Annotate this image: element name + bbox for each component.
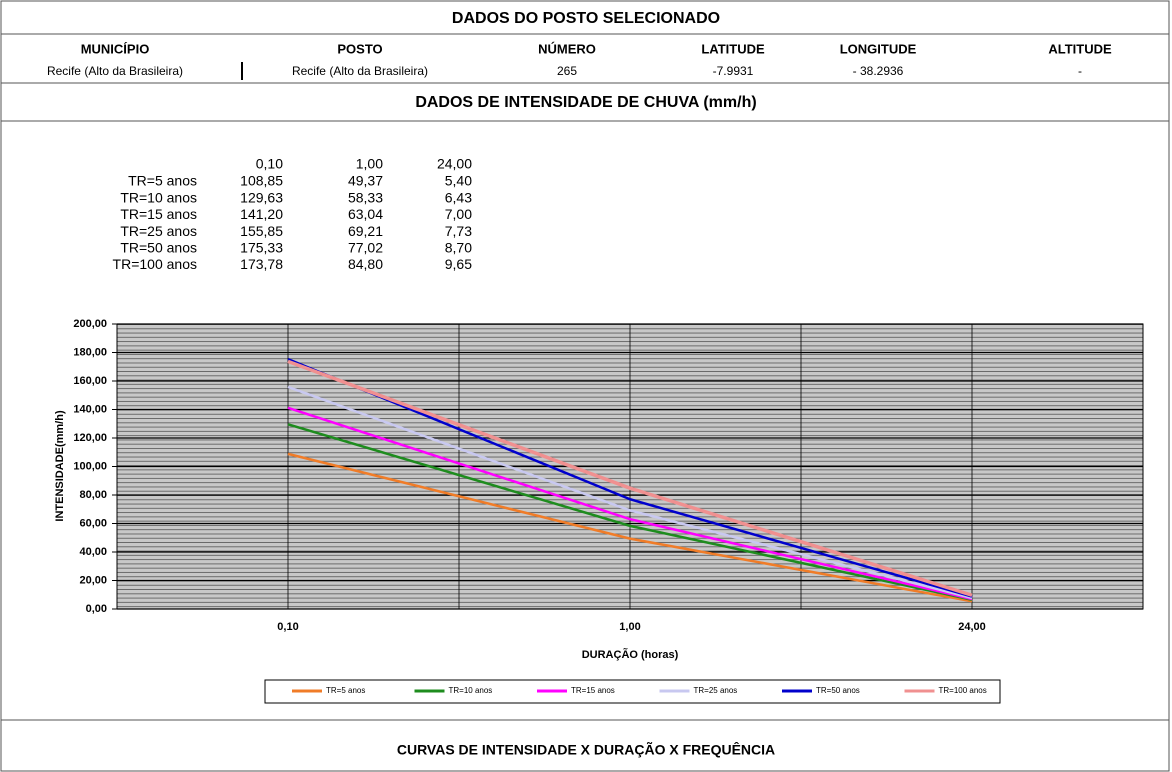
section-title: DADOS DE INTENSIDADE DE CHUVA (mm/h) (415, 94, 756, 111)
cell: 6,43 (445, 189, 472, 205)
x-axis-label: DURAÇÃO (horas) (582, 648, 679, 661)
header-title: DADOS DO POSTO SELECIONADO (452, 10, 720, 27)
cell: 108,85 (240, 173, 283, 189)
row-label: TR=100 anos (113, 256, 197, 272)
cell: 7,73 (445, 223, 472, 239)
cell: 9,65 (445, 256, 472, 272)
y-tick-label: 140,00 (73, 403, 107, 415)
legend-label: TR=10 anos (449, 686, 493, 695)
row-label: TR=25 anos (120, 223, 197, 239)
series-line (287, 385, 973, 600)
table-header: 24,00 (437, 156, 472, 172)
x-tick-label: 1,00 (619, 621, 640, 633)
column-header: LATITUDE (701, 41, 765, 56)
x-tick-label: 0,10 (277, 621, 298, 633)
y-tick-label: 180,00 (73, 346, 107, 358)
table-header: 0,10 (256, 156, 283, 172)
row-label: TR=50 anos (120, 240, 197, 256)
column-header: POSTO (337, 41, 382, 56)
cell: 49,37 (348, 173, 383, 189)
cell: 5,40 (445, 173, 472, 189)
legend-label: TR=25 anos (694, 686, 738, 695)
cell: 58,33 (348, 189, 383, 205)
series-line (287, 357, 973, 598)
legend (264, 679, 1001, 704)
cell: -7.9931 (713, 64, 754, 78)
cell: 77,02 (348, 240, 383, 256)
y-tick-label: 160,00 (73, 375, 107, 387)
column-header: ALTITUDE (1048, 41, 1112, 56)
row-label: TR=15 anos (120, 206, 197, 222)
legend-label: TR=100 anos (939, 686, 987, 695)
cell: Recife (Alto da Brasileira) (47, 64, 183, 78)
series-line (287, 359, 973, 597)
series-line (287, 406, 973, 601)
y-tick-label: 80,00 (79, 489, 107, 501)
cell: 8,70 (445, 240, 472, 256)
cell: 155,85 (240, 223, 283, 239)
cell: 63,04 (348, 206, 383, 222)
y-tick-label: 0,00 (86, 603, 107, 615)
cell: 84,80 (348, 256, 383, 272)
column-header: LONGITUDE (840, 41, 917, 56)
table-header: 1,00 (356, 156, 383, 172)
row-label: TR=5 anos (128, 173, 197, 189)
legend-label: TR=5 anos (326, 686, 365, 695)
cell: 7,00 (445, 206, 472, 222)
cell: - 38.2936 (853, 64, 904, 78)
y-tick-label: 60,00 (79, 517, 107, 529)
y-tick-label: 20,00 (79, 574, 107, 586)
y-tick-label: 40,00 (79, 546, 107, 558)
column-header: NÚMERO (538, 41, 596, 56)
x-tick-label: 24,00 (958, 621, 986, 633)
cell: 129,63 (240, 189, 283, 205)
row-label: TR=10 anos (120, 189, 197, 205)
legend-label: TR=50 anos (816, 686, 860, 695)
cell: 141,20 (240, 206, 283, 222)
series-line (287, 452, 973, 603)
y-tick-label: 120,00 (73, 432, 107, 444)
column-header: MUNICÍPIO (81, 41, 150, 56)
y-tick-label: 100,00 (73, 460, 107, 472)
series-line (287, 423, 973, 602)
legend-label: TR=15 anos (571, 686, 615, 695)
cell: - (1078, 64, 1082, 78)
y-tick-label: 200,00 (73, 318, 107, 330)
cell: 175,33 (240, 240, 283, 256)
y-axis-label: INTENSIDADE(mm/h) (54, 410, 66, 522)
cell: 265 (557, 64, 577, 78)
cell: 69,21 (348, 223, 383, 239)
cell: 173,78 (240, 256, 283, 272)
footer-title: CURVAS DE INTENSIDADE X DURAÇÃO X FREQUÊ… (397, 741, 775, 758)
cell: Recife (Alto da Brasileira) (292, 64, 428, 78)
